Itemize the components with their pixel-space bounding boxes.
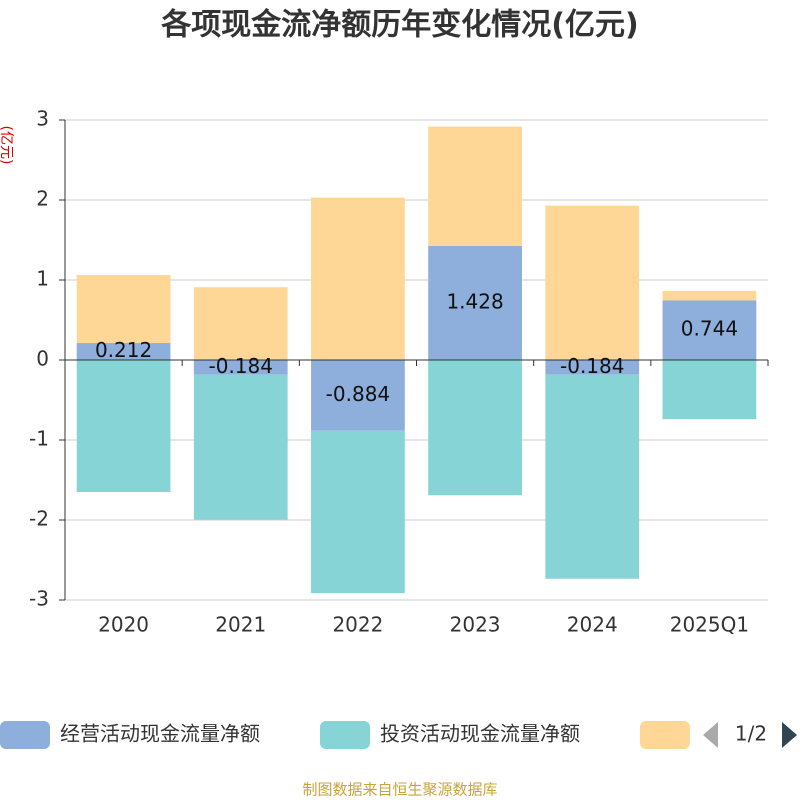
y-tick-label: 3	[36, 107, 49, 131]
data-label: -0.184	[560, 354, 624, 378]
legend-next[interactable]	[782, 722, 797, 748]
data-label: -0.884	[326, 382, 390, 406]
legend-label: 经营活动现金流量净额	[60, 722, 260, 746]
legend-swatch	[640, 721, 690, 749]
y-tick-label: 1	[36, 267, 49, 291]
x-tick-label: 2020	[98, 613, 149, 637]
legend-swatch	[0, 721, 50, 749]
y-tick-label: -2	[29, 507, 49, 531]
x-tick-label: 2023	[450, 613, 501, 637]
bar-segment	[662, 300, 757, 360]
bar-segment	[545, 360, 640, 375]
data-label: 0.744	[681, 317, 738, 341]
bar-segment	[193, 287, 288, 360]
bar-segment	[311, 430, 405, 594]
y-tick-label: 2	[36, 187, 49, 211]
x-tick-label: 2022	[332, 613, 383, 637]
x-tick-label: 2021	[215, 613, 266, 637]
bar-segment	[311, 360, 405, 431]
y-tick-label: 0	[36, 347, 49, 371]
bar-segment	[76, 275, 171, 344]
bar-segment	[76, 360, 171, 492]
y-axis-label: (亿元)	[0, 126, 14, 165]
y-tick-label: -3	[29, 587, 49, 611]
bar-segment	[311, 197, 405, 360]
legend-label: 投资活动现金流量净额	[380, 722, 580, 746]
data-label: 0.212	[95, 338, 152, 362]
legend-page: 1/2	[735, 722, 767, 746]
chart-title: 各项现金流净额历年变化情况(亿元)	[160, 8, 638, 43]
source-note: 制图数据来自恒生聚源数据库	[302, 781, 497, 799]
data-label: -0.184	[209, 354, 273, 378]
bar-segment	[193, 374, 288, 520]
bar-segment	[545, 205, 640, 360]
bar-segment	[545, 374, 640, 579]
x-tick-label: 2025Q1	[670, 613, 749, 637]
x-tick-label: 2024	[567, 613, 618, 637]
legend-prev[interactable]	[703, 722, 718, 748]
bar-segment	[76, 343, 171, 360]
bar-segment	[193, 360, 288, 375]
bar-segment	[428, 126, 522, 246]
bar-segment	[428, 360, 522, 496]
bar-segment	[428, 245, 522, 360]
data-label: 1.428	[446, 289, 503, 313]
y-tick-label: -1	[29, 427, 49, 451]
bar-segment	[662, 360, 757, 420]
bar-segment	[662, 290, 757, 301]
legend-swatch	[320, 721, 370, 749]
